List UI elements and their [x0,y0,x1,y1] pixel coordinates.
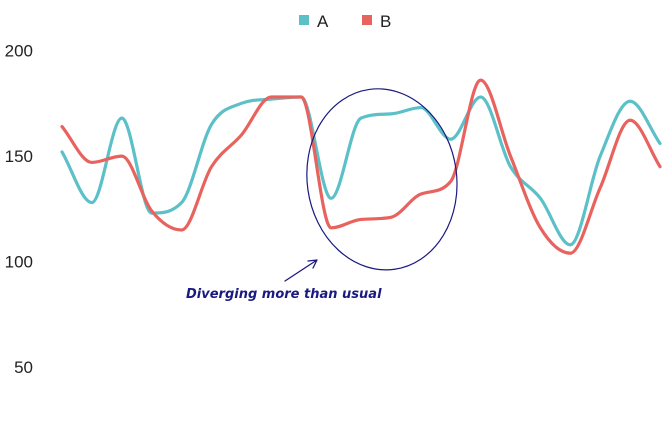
y-tick-label-50: 50 [14,358,33,377]
series-lines [60,78,662,255]
y-tick-label-200: 200 [5,42,33,61]
annotation: Diverging more than usual [186,88,458,302]
series-line-b [60,78,662,255]
series-line-a [60,95,662,247]
legend: A B [299,12,391,31]
legend-swatch-a [299,15,309,25]
annotation-text: Diverging more than usual [186,287,382,302]
legend-swatch-b [362,15,372,25]
legend-label-b[interactable]: B [380,12,391,31]
annotation-ellipse [306,88,458,271]
annotation-arrow [284,259,318,282]
legend-label-a[interactable]: A [317,12,329,31]
y-tick-label-100: 100 [5,253,33,272]
y-tick-label-150: 150 [5,147,33,166]
y-axis: 200 150 100 50 [5,42,33,378]
